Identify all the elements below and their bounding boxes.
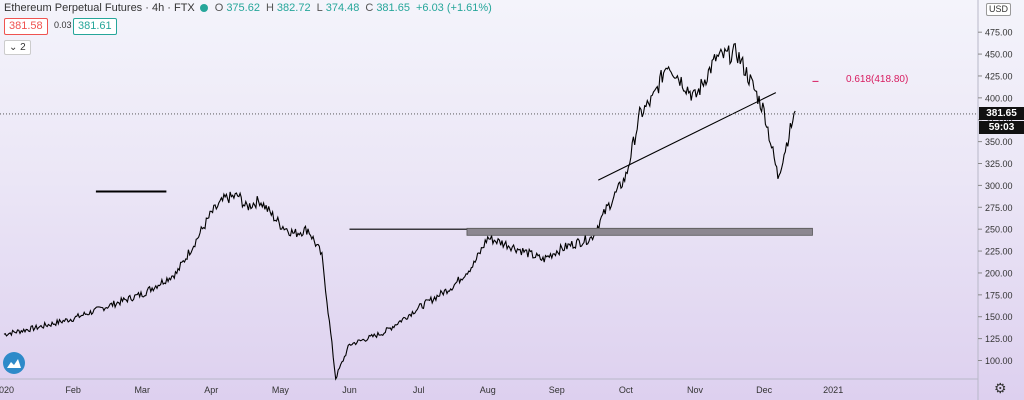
- support-zone: [466, 227, 813, 236]
- x-tick-label: Aug: [480, 385, 496, 395]
- x-tick-label: Mar: [134, 385, 150, 395]
- market-status-icon: [199, 4, 208, 12]
- open-value: 375.62: [226, 2, 260, 14]
- symbol-title[interactable]: Ethereum Perpetual Futures · 4h · FTX: [4, 2, 195, 14]
- y-tick-label: 400.00: [985, 93, 1013, 103]
- high-value: 382.72: [276, 2, 311, 14]
- high-label: H: [265, 2, 274, 14]
- ascending-trendline: [598, 92, 777, 181]
- x-tick-label: Nov: [687, 385, 704, 395]
- countdown-tag: 59:03: [979, 120, 1024, 134]
- fib-level-label: 0.618(418.80): [846, 74, 909, 85]
- y-tick-label: 225.00: [985, 247, 1013, 257]
- spread-value: 0.03: [54, 20, 72, 30]
- last-price-tag: 381.65: [979, 106, 1024, 120]
- y-tick-label: 175.00: [985, 290, 1013, 300]
- x-tick-label: Jul: [413, 385, 425, 395]
- x-tick-label: Apr: [204, 385, 218, 395]
- low-label: L: [316, 2, 323, 14]
- x-tick-label: 2020: [0, 385, 14, 395]
- y-tick-label: 200.00: [985, 268, 1013, 278]
- close-label: C: [365, 2, 374, 14]
- x-tick-label: Feb: [65, 385, 81, 395]
- x-tick-label: Jun: [342, 385, 357, 395]
- gear-icon[interactable]: ⚙: [994, 380, 1007, 396]
- y-tick-label: 350.00: [985, 137, 1013, 147]
- y-tick-label: 300.00: [985, 181, 1013, 191]
- y-tick-label: 375.00: [985, 115, 1013, 125]
- y-tick-label: 100.00: [985, 356, 1013, 366]
- y-tick-label: 425.00: [985, 71, 1013, 81]
- currency-label[interactable]: USD: [986, 3, 1012, 16]
- change-value: +6.03 (+1.61%): [415, 2, 492, 14]
- tradingview-logo-icon[interactable]: [3, 352, 25, 374]
- y-tick-label: 250.00: [985, 225, 1013, 235]
- price-series-line: [3, 42, 796, 381]
- y-tick-label: 325.00: [985, 159, 1013, 169]
- y-tick-label: 125.00: [985, 334, 1013, 344]
- buy-price-button[interactable]: 381.61: [73, 18, 117, 35]
- x-tick-label: Oct: [619, 385, 634, 395]
- x-tick-label: 2021: [823, 385, 843, 395]
- y-tick-label: 275.00: [985, 203, 1013, 213]
- indicator-count: 2: [20, 42, 26, 53]
- y-tick-label: 475.00: [985, 28, 1013, 38]
- open-label: O: [214, 2, 224, 14]
- low-value: 374.48: [325, 2, 360, 14]
- y-tick-label: 150.00: [985, 312, 1013, 322]
- x-tick-label: Sep: [549, 385, 565, 395]
- sell-price-button[interactable]: 381.58: [4, 18, 48, 35]
- x-tick-label: Dec: [756, 385, 773, 395]
- y-tick-label: 450.00: [985, 50, 1013, 60]
- chevron-down-icon: ⌄: [9, 42, 18, 53]
- collapse-indicators-button[interactable]: ⌄ 2: [4, 40, 31, 55]
- close-value: 381.65: [376, 2, 410, 14]
- x-tick-label: May: [272, 385, 290, 395]
